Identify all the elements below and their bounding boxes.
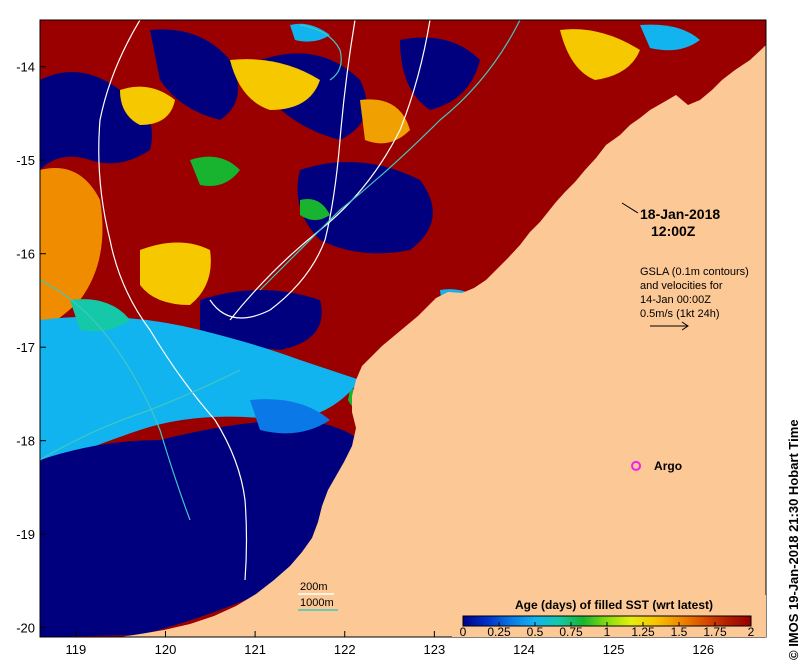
map-frame — [39, 19, 767, 638]
gsla-note: GSLA (0.1m contours) and velocities for … — [640, 266, 749, 320]
colorbar-tick-label: 2 — [748, 625, 755, 639]
lon-tick-label: 126 — [692, 642, 714, 657]
gsla-note-line4: 0.5m/s (1kt 24h) — [640, 308, 719, 320]
land-mass — [120, 45, 766, 637]
colorbar-ticks: 0 0.25 0.5 0.75 1 1.25 1.5 1.75 2 — [460, 622, 755, 639]
timestamp-date: 18-Jan-2018 — [640, 206, 720, 222]
lon-tick-label: 124 — [513, 642, 535, 657]
longitude-axis: 119 120 121 122 123 124 125 126 — [65, 631, 714, 657]
colorbar-tick-label: 0.5 — [527, 625, 544, 639]
colorbar-title: Age (days) of filled SST (wrt latest) — [515, 598, 713, 612]
lat-tick-label: -18 — [16, 434, 35, 449]
map-plot-area — [40, 20, 766, 637]
colorbar-tick-label: 1 — [604, 625, 611, 639]
lat-tick-label: -17 — [16, 340, 35, 355]
colorbar-tick-label: 1.25 — [631, 625, 655, 639]
colorbar-tick-label: 0.25 — [487, 625, 511, 639]
timestamp-time: 12:00Z — [651, 223, 696, 239]
lat-tick-label: -15 — [16, 153, 35, 168]
colorbar-tick-label: 0.75 — [559, 625, 583, 639]
lon-tick-label: 122 — [334, 642, 356, 657]
lat-tick-label: -14 — [16, 60, 35, 75]
argo-marker: Argo — [631, 459, 682, 473]
velocity-scale-arrow — [650, 321, 689, 331]
lon-tick-label: 120 — [155, 642, 177, 657]
lon-tick-label: 121 — [244, 642, 266, 657]
lat-tick-label: -16 — [16, 247, 35, 262]
credit-line: © IMOS 19-Jan-2018 21:30 Hobart Time — [786, 419, 801, 660]
gsla-note-line2: and velocities for — [640, 280, 723, 292]
isobath-legend: 200m 1000m — [298, 581, 338, 611]
isobath-contours — [40, 20, 521, 581]
gsla-note-line1: GSLA (0.1m contours) — [640, 266, 749, 278]
lon-tick-label: 125 — [603, 642, 625, 657]
argo-label: Argo — [654, 459, 682, 473]
argo-icon — [631, 460, 642, 471]
colorbar-tick-label: 0 — [460, 625, 467, 639]
lat-tick-label: -19 — [16, 527, 35, 542]
land-inlet — [470, 300, 500, 395]
latitude-axis: -14 -15 -16 -17 -18 -19 -20 — [16, 60, 46, 636]
colorbar-tick-label: 1.75 — [703, 625, 727, 639]
lon-tick-label: 119 — [65, 642, 86, 657]
timestamp-pointer — [621, 202, 639, 214]
gsla-note-line3: 14-Jan 00:00Z — [640, 294, 711, 306]
lat-tick-label: -20 — [16, 621, 35, 636]
isobath-legend-200: 200m — [300, 581, 328, 593]
isobath-legend-1000: 1000m — [300, 597, 334, 609]
lon-tick-label: 123 — [424, 642, 446, 657]
colorbar-tick-label: 1.5 — [671, 625, 688, 639]
